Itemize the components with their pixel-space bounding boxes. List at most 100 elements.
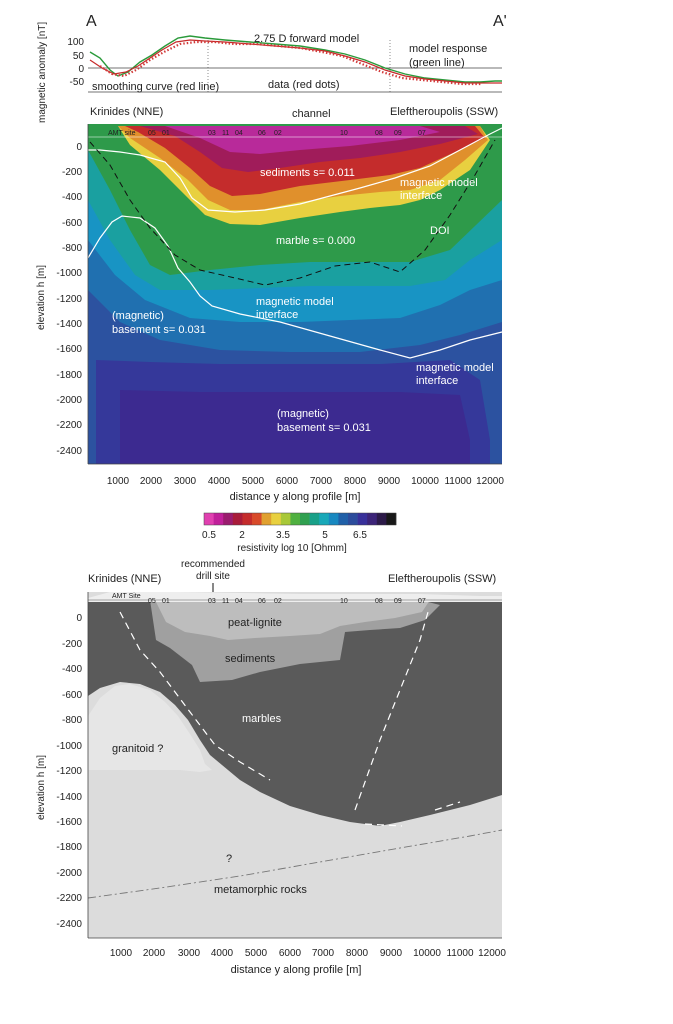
colorbar-swatch [223, 513, 234, 525]
granitoid-zone [88, 684, 212, 772]
colorbar-swatch [261, 513, 272, 525]
res-xtick-12000: 12000 [476, 476, 504, 487]
basement-label-2b: basement s= 0.031 [277, 422, 371, 434]
mag-ytick-100: 100 [67, 37, 84, 48]
geo-ytick-0: 0 [76, 613, 82, 624]
interface-label-1a: magnetic model [400, 177, 478, 189]
res-ytick-1800: -1800 [56, 370, 82, 381]
res-site-01: 01 [162, 130, 170, 137]
colorbar-swatch [280, 513, 291, 525]
resistivity-panel: Krinides (NNE) channel Eleftheroupolis (… [36, 106, 504, 503]
res-ytick-400: -400 [62, 192, 82, 203]
resistivity-xlabel: distance y along profile [m] [230, 491, 361, 503]
colorbar-tick-2: 3.5 [276, 530, 290, 541]
colorbar-swatch [242, 513, 253, 525]
res-site-08: 08 [375, 130, 383, 137]
magnetic-yticks: 100 50 0 -50 [67, 37, 84, 88]
res-site-11: 11 [222, 130, 229, 137]
magnetic-panel: A A' magnetic anomaly [nT] 100 50 0 -50 … [37, 13, 507, 123]
sediments-label: sediments s= 0.011 [260, 167, 355, 179]
geo-xtick-7000: 7000 [312, 948, 335, 959]
geo-xtick-1000: 1000 [110, 948, 133, 959]
colorbar-swatch [386, 513, 397, 525]
basement-label-1b: basement s= 0.031 [112, 324, 206, 336]
recommended-label-1: recommended [181, 559, 245, 570]
geology-right-place: Eleftheroupolis (SSW) [388, 573, 496, 585]
geo-site-08: 08 [375, 598, 383, 605]
geology-panel: recommended drill site Krinides (NNE) El… [36, 559, 506, 976]
peat-lignite-label: peat-lignite [228, 617, 282, 629]
colorbar-swatch [376, 513, 387, 525]
colorbar-swatch [232, 513, 243, 525]
geo-site-07: 07 [418, 598, 426, 605]
colorbar-swatch [338, 513, 349, 525]
res-ytick-2000: -2000 [56, 395, 82, 406]
interface-label-1b: interface [400, 190, 442, 202]
interface-label-3b: interface [416, 375, 458, 387]
resistivity-xticks: 1000 2000 3000 4000 5000 6000 7000 8000 … [107, 476, 504, 487]
label-a-prime: A' [493, 13, 507, 30]
geo-xtick-3000: 3000 [178, 948, 201, 959]
colorbar-swatch [357, 513, 368, 525]
surface-strip [88, 592, 502, 602]
smoothing-curve-label: smoothing curve (red line) [92, 81, 219, 93]
resistivity-yticks: 0 -200 -400 -600 -800 -1000 -1200 -1400 … [56, 142, 82, 457]
model-response-label: model response [409, 43, 487, 55]
basement-label-1a: (magnetic) [112, 310, 164, 322]
colorbar-swatches [204, 513, 397, 525]
geo-ytick-1800: -1800 [56, 842, 82, 853]
res-xtick-6000: 6000 [276, 476, 299, 487]
res-ytick-1000: -1000 [56, 268, 82, 279]
geo-ytick-1400: -1400 [56, 792, 82, 803]
interface-label-2b: interface [256, 309, 298, 321]
question-label: ? [226, 853, 232, 865]
geology-dashed-arrow [434, 801, 461, 811]
res-xtick-4000: 4000 [208, 476, 231, 487]
geo-site-11: 11 [222, 598, 229, 605]
geology-dashed-left [119, 611, 271, 781]
res-ytick-800: -800 [62, 243, 82, 254]
res-ytick-2400: -2400 [56, 446, 82, 457]
geo-site-03: 03 [208, 598, 216, 605]
interface-label-2a: magnetic model [256, 296, 334, 308]
res-xtick-5000: 5000 [242, 476, 265, 487]
geology-site-labels: 05 01 03 11 04 06 02 10 08 09 07 [148, 598, 426, 605]
marble-label: marble s= 0.000 [276, 235, 355, 247]
res-ytick-200: -200 [62, 167, 82, 178]
res-xtick-1000: 1000 [107, 476, 130, 487]
res-xtick-11000: 11000 [444, 476, 472, 487]
colorbar-tick-1: 2 [239, 530, 245, 541]
geo-xtick-9000: 9000 [380, 948, 403, 959]
geology-dashdot-line [87, 829, 503, 899]
colorbar-tick-0: 0.5 [202, 530, 216, 541]
colorbar-tick-4: 6.5 [353, 530, 367, 541]
resistivity-magenta-zone [165, 126, 440, 154]
res-xtick-2000: 2000 [140, 476, 163, 487]
res-xtick-3000: 3000 [174, 476, 197, 487]
geo-site-05: 05 [148, 598, 156, 605]
res-site-10: 10 [340, 130, 348, 137]
smoothing-curve [89, 39, 502, 84]
res-site-04: 04 [235, 130, 243, 137]
colorbar-swatch [319, 513, 330, 525]
mag-ytick-0: 0 [78, 64, 84, 75]
geo-xtick-2000: 2000 [143, 948, 166, 959]
geo-xtick-5000: 5000 [245, 948, 268, 959]
marbles-label: marbles [242, 713, 282, 725]
colorbar-swatch [204, 513, 214, 525]
colorbar-frame [203, 512, 397, 526]
geo-ytick-600: -600 [62, 690, 82, 701]
res-ytick-1400: -1400 [56, 319, 82, 330]
res-site-09: 09 [394, 130, 402, 137]
geo-xtick-11000: 11000 [446, 948, 474, 959]
resistivity-violet-layer [120, 390, 470, 464]
geology-amt-site: AMT Site [112, 593, 141, 600]
geo-ytick-1000: -1000 [56, 741, 82, 752]
geology-yticks: 0 -200 -400 -600 -800 -1000 -1200 -1400 … [56, 613, 82, 930]
res-site-07: 07 [418, 130, 426, 137]
geo-site-09: 09 [394, 598, 402, 605]
geo-ytick-800: -800 [62, 715, 82, 726]
geo-xtick-10000: 10000 [413, 948, 441, 959]
colorbar-swatch [367, 513, 378, 525]
